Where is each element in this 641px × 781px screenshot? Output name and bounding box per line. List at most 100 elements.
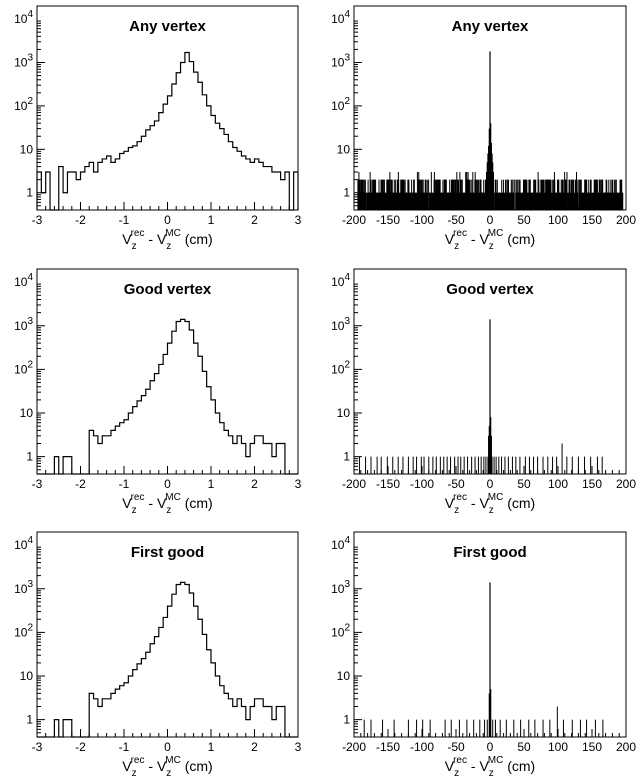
bin-bar [588, 192, 590, 210]
x-tick-label: -3 [32, 477, 43, 491]
bin-bar [549, 192, 551, 210]
y-tick-label: 102 [331, 359, 350, 376]
bin-bar [437, 192, 439, 210]
y-tick-label: 10 [337, 669, 351, 683]
plot-frame [36, 531, 299, 738]
x-tick-label: 200 [616, 740, 636, 754]
peak-bar [490, 417, 492, 474]
x-tick-label: 0 [164, 740, 171, 754]
bin-bar [398, 179, 400, 210]
peak-bar [491, 153, 493, 210]
bin-bar [483, 192, 485, 210]
x-axis-label: Vzrec - VzMC (cm) [122, 228, 212, 252]
y-tick-label: 10 [337, 142, 351, 156]
bin-bar [415, 192, 417, 210]
peak-bar [489, 51, 491, 211]
bin-bar [622, 192, 624, 210]
panel-title: Good vertex [446, 281, 534, 298]
x-tick-label: 50 [517, 213, 531, 227]
x-tick-label: 0 [487, 740, 494, 754]
peak-bar [492, 162, 494, 210]
bin-bar [598, 192, 600, 210]
x-tick-label: 200 [616, 213, 636, 227]
bin-bar [568, 179, 570, 210]
bin-bar [443, 192, 445, 210]
peak-bar [489, 319, 491, 474]
histogram-any-vertex-zoom: 1 10 102 103 104 -3 -2 -1 0 1 2 3 Any vertex Vzrec - … [14, 5, 302, 252]
peak-bar [488, 145, 490, 210]
x-tick-label: 2 [251, 213, 258, 227]
y-tick-label: 102 [14, 359, 33, 376]
x-tick-label: -100 [410, 213, 434, 227]
bin-bar [428, 192, 430, 210]
x-tick-label: 2 [251, 740, 258, 754]
y-tick-label: 102 [331, 622, 350, 639]
plot-frame [36, 268, 299, 475]
bin-bar [555, 192, 557, 210]
x-tick-label: -50 [447, 740, 465, 754]
y-tick-label: 104 [331, 535, 350, 552]
bin-bar [513, 179, 515, 210]
bin-bar [552, 179, 554, 210]
x-tick-label: 50 [517, 477, 531, 491]
bin-bar [502, 192, 504, 210]
bin-bar [430, 172, 432, 210]
x-tick-label: -1 [119, 740, 130, 754]
y-tick-label: 103 [14, 52, 33, 69]
bin-bar [550, 192, 552, 210]
bin-bar [590, 192, 592, 210]
bin-bar [602, 179, 604, 210]
bin-bar [614, 179, 616, 210]
bin-bar [449, 179, 451, 210]
bin-bar [507, 179, 509, 210]
bin-bar [570, 192, 572, 210]
bin-bar [409, 192, 411, 210]
x-tick-label: -100 [410, 740, 434, 754]
bin-bar [551, 192, 553, 210]
bin-bar [567, 192, 569, 210]
bin-bar [538, 192, 540, 210]
histogram-first-good-zoom: 1 10 102 103 104 -3 -2 -1 0 1 2 3 First good Vzrec - … [14, 531, 302, 779]
bin-bar [577, 179, 579, 210]
x-axis-label: Vzrec - VzMC (cm) [122, 492, 212, 516]
bin-bar [530, 192, 532, 210]
peak-bar [488, 435, 490, 474]
x-tick-label: 150 [582, 213, 602, 227]
bin-bar [365, 192, 367, 210]
x-tick-label: 0 [487, 213, 494, 227]
peak-bar [490, 689, 492, 737]
x-tick-label: 1 [208, 477, 215, 491]
x-tick-label: -1 [119, 477, 130, 491]
x-tick-label: 200 [616, 477, 636, 491]
y-tick-label: 104 [14, 272, 33, 289]
peak-bars [488, 319, 492, 474]
bin-bar [441, 192, 443, 210]
bin-bar [434, 179, 436, 210]
bin-bar [519, 192, 521, 210]
x-tick-label: 2 [251, 477, 258, 491]
bin-bar [503, 192, 505, 210]
bin-bar [537, 179, 539, 210]
x-tick-label: 3 [295, 213, 302, 227]
x-tick-label: 0 [164, 213, 171, 227]
x-tick-label: 100 [548, 213, 568, 227]
x-tick-label: -2 [75, 740, 86, 754]
peak-bar [486, 162, 488, 210]
y-tick-label: 104 [14, 535, 33, 552]
bin-bar [524, 179, 526, 210]
bin-bar [401, 179, 403, 210]
y-tick-label: 103 [331, 52, 350, 69]
bin-bar [430, 192, 432, 210]
sparse-bars [363, 706, 604, 737]
x-tick-label: -200 [342, 213, 366, 227]
x-tick-label: 1 [208, 740, 215, 754]
panel-title: Any vertex [129, 18, 206, 35]
sparse-bars [358, 443, 603, 474]
bin-bar [394, 192, 396, 210]
x-tick-label: -100 [410, 477, 434, 491]
x-axis-label: Vzrec - VzMC (cm) [445, 755, 535, 779]
x-axis-label: Vzrec - VzMC (cm) [445, 228, 535, 252]
x-tick-label: -200 [342, 740, 366, 754]
histogram-first-good-full: 1 10 102 103 104 -200 -150 -100 -50 0 50 100 150 200 F… [331, 531, 636, 779]
bin-bar [463, 192, 465, 210]
